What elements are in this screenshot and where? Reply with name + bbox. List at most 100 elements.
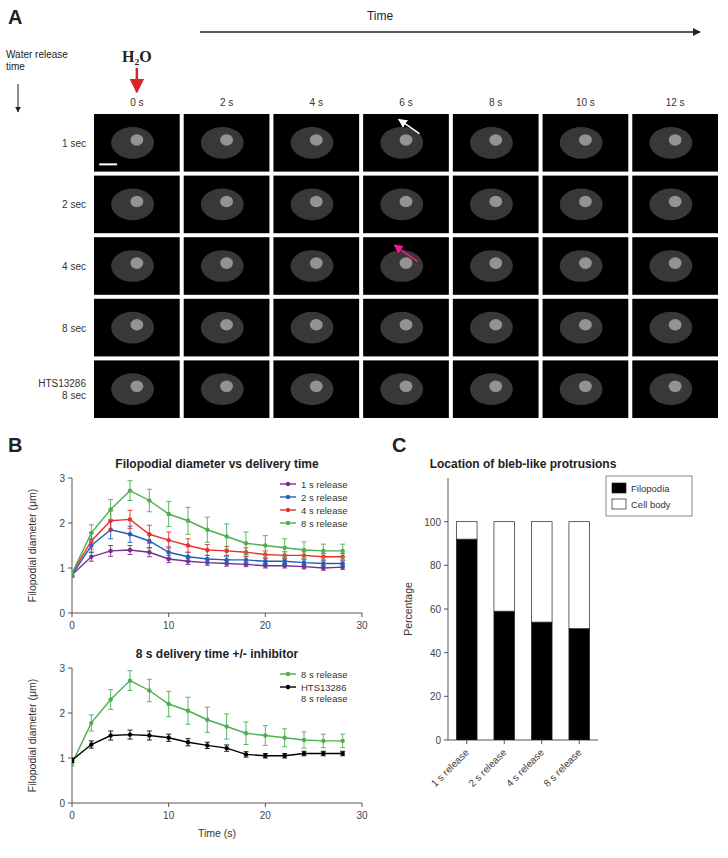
error-bar — [166, 734, 171, 741]
y-tick-label: 0 — [59, 798, 65, 809]
image-frame — [453, 360, 539, 418]
x-tick-label: 0 — [69, 810, 75, 821]
error-bar — [282, 729, 287, 747]
data-point — [166, 550, 170, 554]
x-tick-label-line: 0 — [69, 810, 75, 821]
data-point — [128, 532, 132, 536]
cell-blob — [291, 250, 334, 282]
error-bar — [321, 544, 326, 558]
panel-label: C — [392, 434, 406, 456]
panel-label-line: C — [392, 434, 406, 456]
image-frame — [632, 114, 718, 172]
x-tick-label-line: 0 — [69, 620, 75, 631]
cell-blob — [649, 312, 692, 344]
image-frame — [94, 114, 180, 172]
chart-title-line: Location of bleb-like protrusions — [430, 457, 617, 471]
row-label: 1 sec — [62, 137, 86, 148]
error-bar — [166, 691, 171, 716]
y-tick-label-line: 0 — [59, 608, 65, 619]
y-tick — [68, 758, 72, 759]
data-point — [302, 738, 306, 742]
data-point — [147, 498, 151, 502]
figure: ATimeWater releasetimeH₂O0 s2 s4 s6 s8 s… — [0, 0, 728, 858]
y-tick — [68, 568, 72, 569]
cell-spot — [220, 134, 233, 146]
data-point — [263, 733, 267, 737]
error-bar — [108, 546, 113, 557]
cell-blob — [201, 373, 244, 405]
bar-segment — [569, 522, 590, 629]
image-grid-panel: ATimeWater releasetimeH₂O0 s2 s4 s6 s8 s… — [6, 6, 718, 418]
time-point-label: 6 s — [399, 97, 412, 108]
time-point-label-line: 0 s — [130, 97, 143, 108]
cell-spot — [669, 134, 682, 146]
cell-spot — [489, 134, 502, 146]
data-point — [186, 519, 190, 523]
time-point-label: 12 s — [666, 97, 685, 108]
error-bar — [108, 690, 113, 710]
y-tick-label: 2 — [59, 708, 65, 719]
error-bar — [128, 546, 133, 555]
legend-label-line: 4 s release — [301, 505, 347, 516]
data-point — [72, 571, 74, 575]
data-point — [108, 549, 112, 553]
y-axis-label: Filopodial diameter (μm) — [26, 679, 38, 792]
image-frame — [184, 237, 270, 295]
cell-spot — [310, 134, 323, 146]
cell-blob — [470, 189, 513, 221]
cell-spot — [579, 134, 592, 146]
y-tick-label-line: 0 — [435, 735, 441, 746]
legend-marker — [286, 521, 290, 525]
legend-label: 4 s release — [301, 505, 347, 516]
data-point — [321, 751, 325, 755]
row-label-line: 4 sec — [62, 261, 86, 272]
data-point — [205, 718, 209, 722]
bar-chart: CLocation of bleb-like protrusionsPercen… — [392, 434, 692, 789]
data-point — [224, 558, 228, 562]
x-tick-label-line: 10 — [163, 620, 175, 631]
data-point — [263, 543, 267, 547]
cell-blob — [111, 250, 154, 282]
error-bar — [224, 745, 229, 751]
row-label: HTS132868 sec — [38, 378, 86, 401]
image-frame — [363, 114, 449, 172]
x-tick-label: 1 s release — [429, 746, 472, 789]
y-tick — [68, 613, 72, 614]
cell-spot — [310, 381, 323, 393]
x-tick-label-line: 30 — [356, 620, 368, 631]
release-arrow — [18, 84, 19, 112]
y-tick-label: 40 — [430, 647, 442, 658]
cell-spot — [669, 196, 682, 208]
pointer-arrow — [394, 245, 417, 262]
y-tick-label-line: 3 — [59, 663, 65, 674]
cell-blob — [201, 127, 244, 159]
cell-spot — [579, 257, 592, 269]
data-point — [72, 758, 74, 762]
image-frame — [273, 360, 359, 418]
error-bar — [205, 707, 210, 732]
legend-label: Filopodia — [631, 483, 670, 494]
cell-blob — [649, 127, 692, 159]
error-bar — [89, 525, 94, 541]
image-frame — [273, 299, 359, 357]
x-tick — [504, 740, 505, 744]
error-bar — [205, 742, 210, 748]
cell-blob — [649, 189, 692, 221]
data-point — [128, 488, 132, 492]
error-bar — [147, 548, 152, 557]
data-point — [166, 538, 170, 542]
x-tick — [72, 803, 73, 807]
y-tick-label: 2 — [59, 518, 65, 529]
x-tick-label: 2 s release — [466, 746, 509, 789]
y-tick-label-line: 2 — [59, 708, 65, 719]
x-tick-label-line: 2 s release — [466, 746, 509, 789]
line-chart: 8 s delivery time +/- inhibitorFilopodia… — [26, 647, 368, 839]
error-bar — [205, 517, 210, 542]
panel-label: B — [8, 434, 22, 456]
cell-spot — [130, 319, 143, 331]
y-tick-label: 3 — [59, 473, 65, 484]
error-bar — [263, 558, 268, 564]
x-tick-label: 4 s release — [504, 746, 547, 789]
error-bar — [89, 741, 94, 748]
cell-blob — [201, 312, 244, 344]
